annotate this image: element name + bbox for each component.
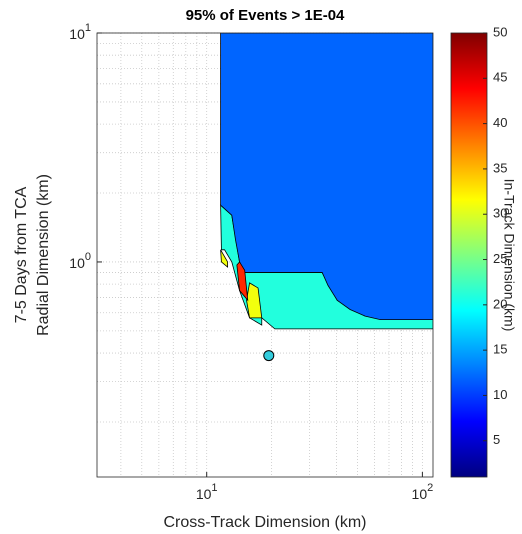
colorbar-tick-label: 30 <box>493 206 507 221</box>
colorbar-tick-label: 45 <box>493 70 507 85</box>
colorbar-tick-label: 10 <box>493 387 507 402</box>
colorbar-tick-label: 40 <box>493 115 507 130</box>
tick-label: 101 <box>196 482 218 502</box>
contour-region <box>236 261 249 302</box>
tick-base: 10 <box>69 26 85 42</box>
tick-exponent: 1 <box>211 482 217 494</box>
colorbar-tick-label: 5 <box>493 432 500 447</box>
colorbar-label: In-Track Dimension (km) <box>501 179 517 332</box>
y-axis-label: Radial Dimension (km) <box>35 174 52 336</box>
tick-exponent: 1 <box>85 22 91 34</box>
tick-label: 101 <box>69 22 91 42</box>
colorbar-tick-label: 25 <box>493 251 507 266</box>
tick-exponent: 2 <box>427 482 433 494</box>
colorbar-tick-label: 50 <box>493 24 507 39</box>
colorbar-tick-label: 15 <box>493 342 507 357</box>
chart-title: 95% of Events > 1E-04 <box>186 7 345 24</box>
axes-box <box>96 32 434 478</box>
tick-exponent: 0 <box>85 251 91 263</box>
tick-base: 10 <box>412 486 428 502</box>
y-axis-label: 7-5 Days from TCA <box>13 186 30 323</box>
tick-base: 10 <box>69 255 85 271</box>
colorbar-tick-label: 35 <box>493 160 507 175</box>
x-axis-label: Cross-Track Dimension (km) <box>164 514 367 531</box>
tick-label: 100 <box>69 251 91 271</box>
colorbar-tick-label: 20 <box>493 296 507 311</box>
contour-region <box>220 33 433 321</box>
tick-label: 102 <box>412 482 434 502</box>
tick-base: 10 <box>196 486 212 502</box>
contour-region <box>220 249 229 268</box>
marker <box>263 350 275 362</box>
plot-area <box>220 33 433 330</box>
colorbar <box>450 32 488 478</box>
